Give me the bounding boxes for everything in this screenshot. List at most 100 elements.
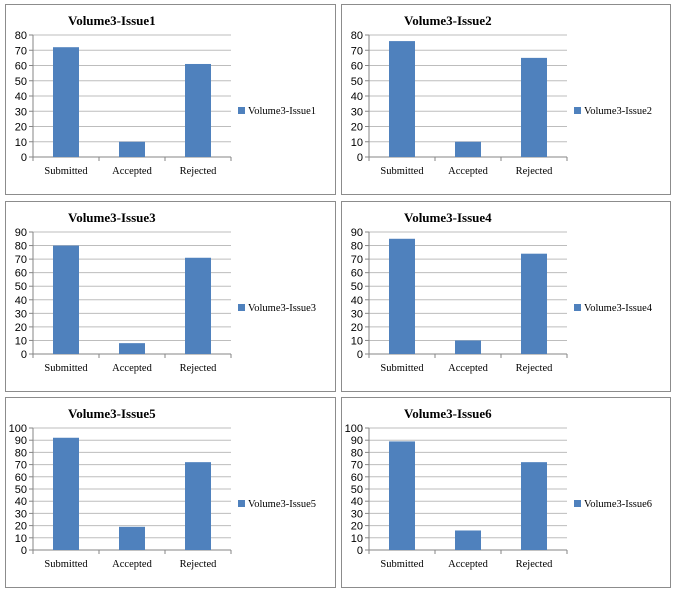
y-tick-label: 40 xyxy=(15,295,27,307)
category-label: Submitted xyxy=(380,559,424,570)
y-tick-label: 80 xyxy=(15,30,27,42)
y-tick-label: 50 xyxy=(351,76,363,88)
bar-rejected xyxy=(185,257,211,354)
y-tick-label: 80 xyxy=(351,241,363,253)
legend-swatch xyxy=(574,107,581,114)
y-tick-label: 20 xyxy=(15,521,27,533)
y-tick-label: 50 xyxy=(15,76,27,88)
y-tick-label: 100 xyxy=(345,423,363,435)
chart-title: Volume3-Issue3 xyxy=(68,210,156,225)
legend-label: Volume3-Issue2 xyxy=(584,106,652,117)
y-tick-label: 30 xyxy=(15,508,27,520)
bar-rejected xyxy=(521,462,547,550)
y-tick-label: 50 xyxy=(351,484,363,496)
legend-swatch xyxy=(238,500,245,507)
legend-swatch xyxy=(574,500,581,507)
y-tick-label: 50 xyxy=(15,484,27,496)
legend-label: Volume3-Issue4 xyxy=(584,303,653,314)
y-tick-label: 20 xyxy=(351,521,363,533)
y-tick-label: 70 xyxy=(351,254,363,266)
bar-submitted xyxy=(53,245,79,354)
chart-svg-2: Volume3-Issue2 0 10 20 30 40 50 60 70 80 Submitted… xyxy=(351,13,652,177)
y-tick-label: 60 xyxy=(15,61,27,73)
y-tick-label: 40 xyxy=(15,496,27,508)
chart-panel-4: Volume3-Issue4 0 10 20 30 40 50 60 70 80 90 Submitt… xyxy=(341,201,671,392)
y-tick-label: 0 xyxy=(21,545,27,557)
y-tick-label: 60 xyxy=(15,472,27,484)
category-label: Submitted xyxy=(44,559,88,570)
chart-svg-1: Volume3-Issue1 0 10 20 30 40 50 60 70 80 Submitted… xyxy=(15,13,316,177)
legend-swatch xyxy=(238,304,245,311)
bar-accepted xyxy=(455,530,481,550)
y-tick-label: 10 xyxy=(15,335,27,347)
y-tick-label: 0 xyxy=(21,152,27,164)
y-tick-label: 10 xyxy=(351,335,363,347)
y-tick-label: 70 xyxy=(351,45,363,57)
y-tick-label: 80 xyxy=(15,241,27,253)
category-label: Submitted xyxy=(44,363,88,374)
bar-submitted xyxy=(389,41,415,157)
category-label: Rejected xyxy=(180,363,217,374)
category-label: Submitted xyxy=(44,166,88,177)
y-tick-label: 50 xyxy=(15,281,27,293)
y-tick-label: 0 xyxy=(357,152,363,164)
category-label: Rejected xyxy=(516,166,553,177)
y-tick-label: 20 xyxy=(15,122,27,134)
chart-title: Volume3-Issue6 xyxy=(404,406,492,421)
chart-panel-5: Volume3-Issue5 0 10 20 30 40 50 60 70 80 90 100 Subm… xyxy=(5,397,336,588)
chart-panel-6: Volume3-Issue6 0 10 20 30 40 50 60 70 80 90 100 Subm… xyxy=(341,397,671,588)
category-label: Rejected xyxy=(180,166,217,177)
y-tick-label: 30 xyxy=(351,308,363,320)
y-tick-label: 80 xyxy=(351,30,363,42)
bar-rejected xyxy=(521,253,547,354)
y-tick-label: 30 xyxy=(351,508,363,520)
category-label: Accepted xyxy=(112,559,152,570)
y-tick-label: 90 xyxy=(15,227,27,239)
category-label: Accepted xyxy=(112,166,152,177)
chart-title: Volume3-Issue2 xyxy=(404,13,492,28)
y-tick-label: 10 xyxy=(351,137,363,149)
bar-rejected xyxy=(185,63,211,157)
y-tick-label: 30 xyxy=(15,308,27,320)
legend-swatch xyxy=(574,304,581,311)
y-tick-label: 70 xyxy=(15,254,27,266)
y-tick-label: 90 xyxy=(351,227,363,239)
category-label: Accepted xyxy=(448,166,488,177)
category-label: Rejected xyxy=(516,559,553,570)
y-tick-label: 70 xyxy=(15,45,27,57)
legend-label: Volume3-Issue6 xyxy=(584,499,652,510)
category-label: Rejected xyxy=(516,363,553,374)
y-tick-label: 20 xyxy=(351,122,363,134)
y-tick-label: 10 xyxy=(351,533,363,545)
bar-submitted xyxy=(389,441,415,550)
y-tick-label: 30 xyxy=(351,106,363,118)
y-tick-label: 10 xyxy=(15,533,27,545)
y-tick-label: 40 xyxy=(351,496,363,508)
chart-panel-3: Volume3-Issue3 0 10 20 30 40 50 60 70 80 90 Submitt… xyxy=(5,201,336,392)
category-label: Accepted xyxy=(112,363,152,374)
bar-submitted xyxy=(389,238,415,354)
category-label: Accepted xyxy=(448,559,488,570)
category-label: Submitted xyxy=(380,166,424,177)
y-tick-label: 40 xyxy=(15,91,27,103)
y-tick-label: 60 xyxy=(351,61,363,73)
y-tick-label: 20 xyxy=(351,322,363,334)
legend-label: Volume3-Issue5 xyxy=(248,499,316,510)
bar-accepted xyxy=(119,343,145,354)
y-tick-label: 90 xyxy=(351,435,363,447)
chart-title: Volume3-Issue4 xyxy=(404,210,492,225)
chart-title: Volume3-Issue1 xyxy=(68,13,156,28)
chart-panel-1: Volume3-Issue1 0 10 20 30 40 50 60 70 80 Submitted… xyxy=(5,4,336,195)
legend-label: Volume3-Issue3 xyxy=(248,303,316,314)
y-tick-label: 40 xyxy=(351,91,363,103)
bar-rejected xyxy=(521,57,547,157)
legend-label: Volume3-Issue1 xyxy=(248,106,316,117)
y-tick-label: 60 xyxy=(15,268,27,280)
y-tick-label: 50 xyxy=(351,281,363,293)
y-tick-label: 90 xyxy=(15,435,27,447)
category-label: Rejected xyxy=(180,559,217,570)
